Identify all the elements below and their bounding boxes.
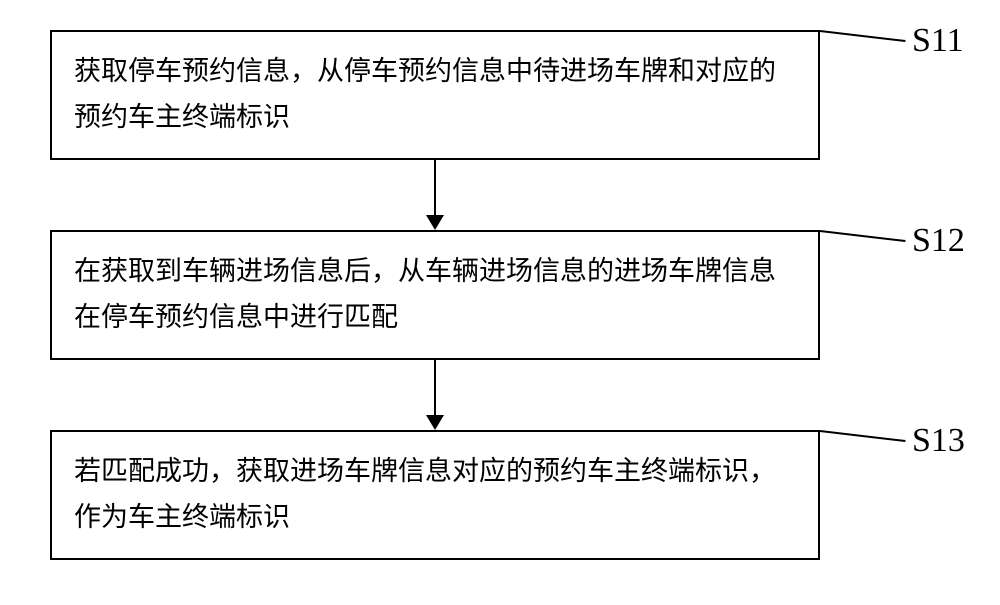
flow-node-1-text: 获取停车预约信息，从停车预约信息中待进场车牌和对应的预约车主终端标识	[74, 49, 796, 141]
flow-label-2: S12	[912, 222, 965, 260]
flow-label-3: S13	[912, 422, 965, 460]
callout-3	[820, 430, 906, 442]
flow-label-1: S11	[912, 22, 964, 60]
flow-node-2-text: 在获取到车辆进场信息后，从车辆进场信息的进场车牌信息在停车预约信息中进行匹配	[74, 249, 796, 341]
flow-node-2: 在获取到车辆进场信息后，从车辆进场信息的进场车牌信息在停车预约信息中进行匹配	[50, 230, 820, 360]
callout-2	[820, 230, 906, 242]
arrow-2	[435, 360, 436, 430]
flow-node-3: 若匹配成功，获取进场车牌信息对应的预约车主终端标识，作为车主终端标识	[50, 430, 820, 560]
flowchart-canvas: 获取停车预约信息，从停车预约信息中待进场车牌和对应的预约车主终端标识 S11 在…	[0, 0, 1000, 605]
arrow-1	[435, 160, 436, 230]
flow-node-3-text: 若匹配成功，获取进场车牌信息对应的预约车主终端标识，作为车主终端标识	[74, 449, 796, 541]
flow-node-1: 获取停车预约信息，从停车预约信息中待进场车牌和对应的预约车主终端标识	[50, 30, 820, 160]
callout-1	[820, 30, 906, 42]
